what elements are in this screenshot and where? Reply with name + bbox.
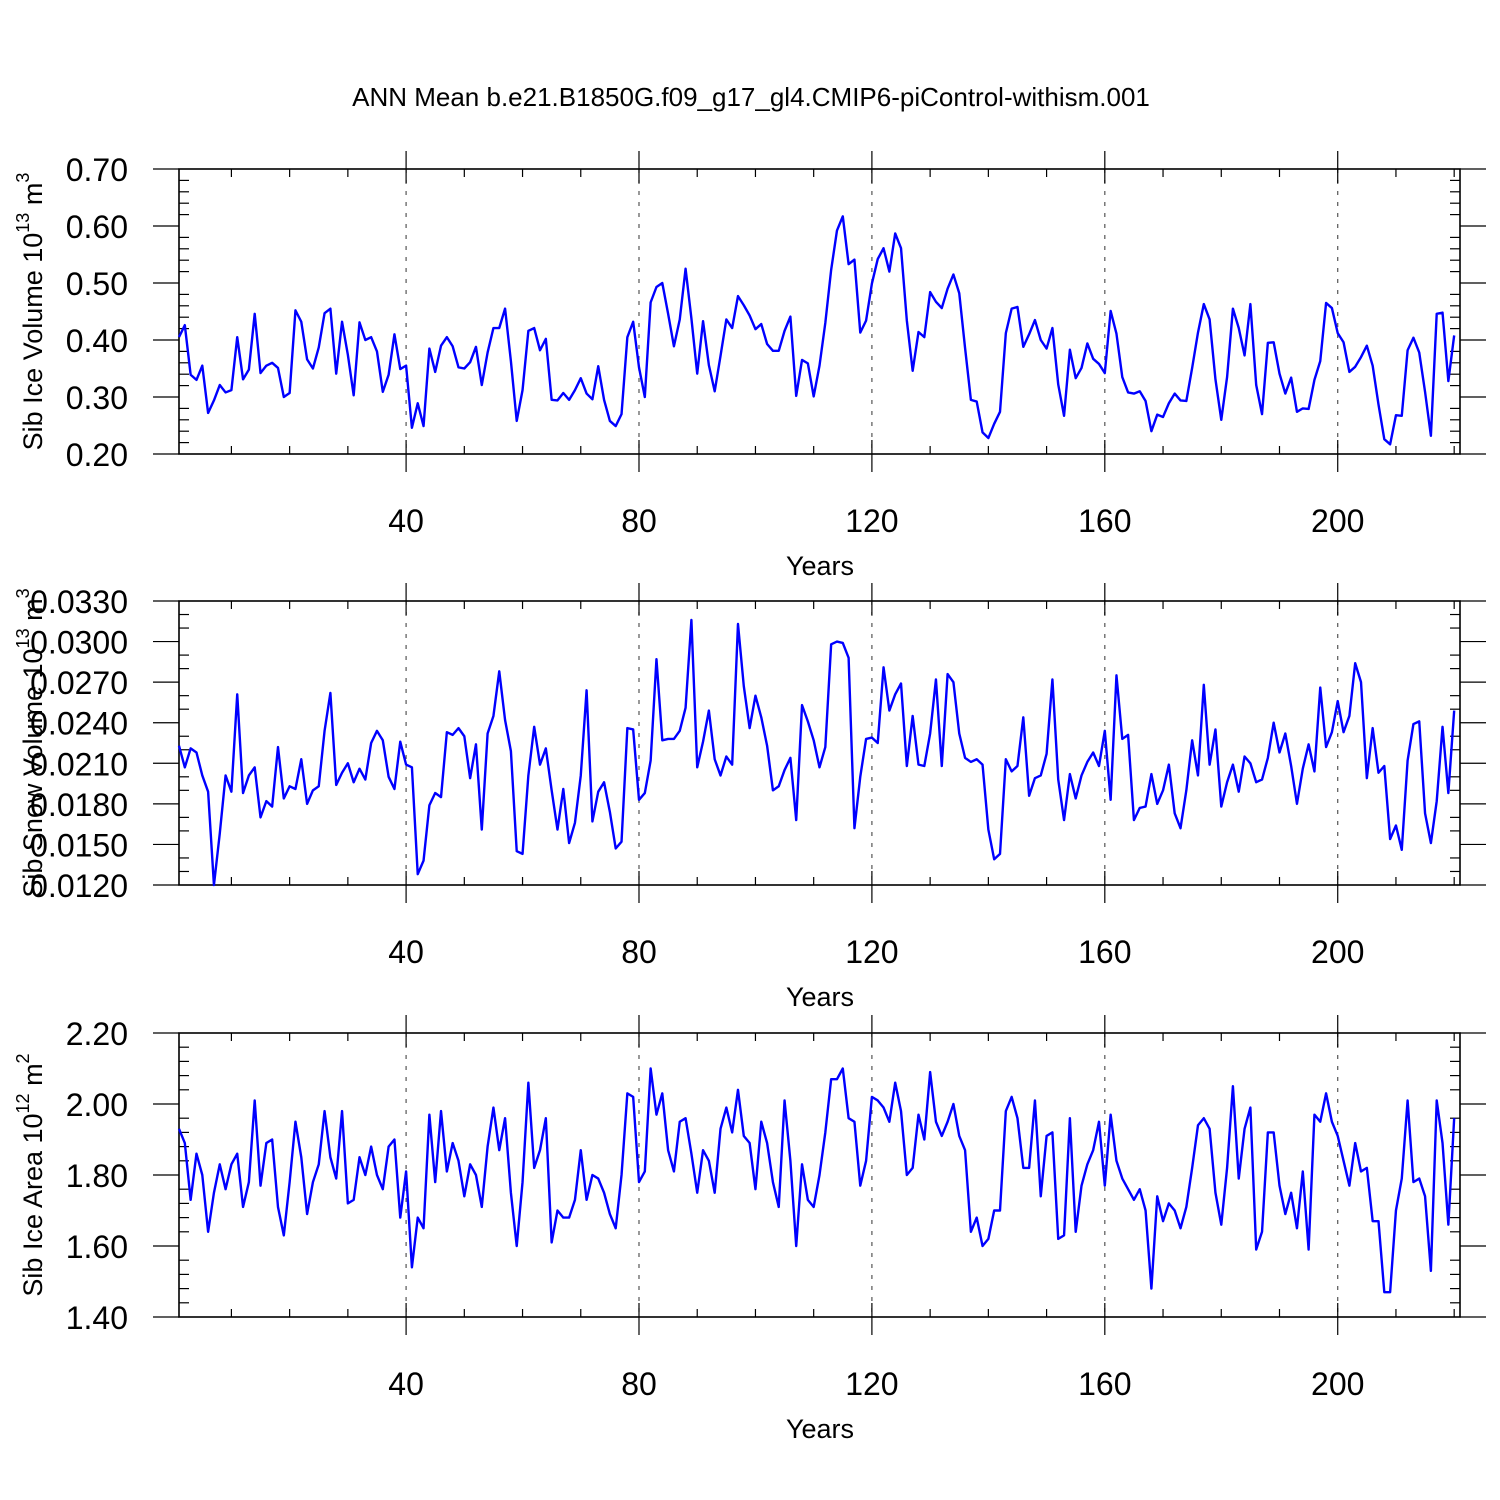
x-axis-label: Years [786,982,854,1012]
x-tick-label: 160 [1078,503,1131,539]
x-tick-label: 120 [845,1366,898,1402]
x-tick-label: 40 [388,1366,424,1402]
y-axis-label-unit: m [18,1063,48,1093]
series-line [177,1067,1456,1294]
y-tick-label: 0.0330 [30,584,128,620]
y-tick-label: 0.40 [66,323,128,359]
x-tick-label: 160 [1078,1366,1131,1402]
y-tick-label: 0.0150 [30,827,128,863]
panel-3: 1.40 1.60 1.80 2.00 2.20 40 80 120 160 200 Years Si… [13,1015,1486,1444]
x-tick-label: 120 [845,934,898,970]
y-tick-label: 0.0120 [30,868,128,904]
y-tick-label: 0.0210 [30,746,128,782]
y-axis-label-text: Sib Snow Volume 10 [18,648,48,897]
panel-2: 0.0120 0.0150 0.0180 0.0210 0.0240 0.0270 0.03… [13,583,1486,1012]
plot-frame [178,168,1461,455]
series-line [177,618,1456,887]
y-axis-label-text: Sib Ice Area 10 [18,1113,48,1296]
panels: 0.20 0.30 0.40 0.50 0.60 0.70 40 80 120 160 200 Yea… [13,151,1486,1444]
y-tick-label: 0.0240 [30,706,128,742]
x-tick-label: 80 [621,934,657,970]
y-tick-label: 2.00 [66,1087,128,1123]
x-axis-label: Years [786,1414,854,1444]
series-line [177,215,1456,446]
y-tick-label: 0.30 [66,380,128,416]
x-tick-label: 200 [1311,934,1364,970]
x-tick-label: 200 [1311,1366,1364,1402]
y-axis-label-unit-exponent: 2 [13,1053,33,1063]
y-axis-label-unit-exponent: 3 [13,588,33,598]
x-tick-label: 120 [845,503,898,539]
figure-title: ANN Mean b.e21.B1850G.f09_g17_gl4.CMIP6-… [352,82,1150,112]
y-axis-label-exponent: 12 [13,1093,33,1113]
x-tick-label: 80 [621,503,657,539]
x-tick-label: 40 [388,934,424,970]
y-tick-label: 0.0180 [30,787,128,823]
y-tick-label: 1.80 [66,1158,128,1194]
y-axis-label: Sib Ice Volume 1013 m3 [13,173,48,451]
y-axis-label: Sib Ice Area 1012 m2 [13,1053,48,1296]
y-tick-label: 1.60 [66,1229,128,1265]
x-tick-label: 200 [1311,503,1364,539]
y-tick-label: 0.0300 [30,625,128,661]
y-axis-label-unit: m [18,183,48,213]
y-axis-label-text: Sib Ice Volume 10 [18,233,48,451]
y-axis-label-unit: m [18,598,48,628]
y-tick-label: 0.20 [66,437,128,473]
x-tick-label: 80 [621,1366,657,1402]
y-axis-label: Sib Snow Volume 1013 m3 [13,588,48,897]
x-tick-label: 40 [388,503,424,539]
x-tick-label: 160 [1078,934,1131,970]
plot-frame [178,1032,1461,1318]
y-tick-label: 0.0270 [30,665,128,701]
y-tick-label: 0.60 [66,209,128,245]
y-tick-label: 2.20 [66,1016,128,1052]
y-tick-label: 0.70 [66,152,128,188]
y-axis-label-unit-exponent: 3 [13,173,33,183]
y-tick-label: 0.50 [66,266,128,302]
plot-frame [178,600,1461,886]
y-axis-label-exponent: 13 [13,628,33,648]
y-axis-label-exponent: 13 [13,213,33,233]
panel-1: 0.20 0.30 0.40 0.50 0.60 0.70 40 80 120 160 200 Yea… [13,151,1486,581]
y-tick-label: 1.40 [66,1300,128,1336]
x-axis-label: Years [786,551,854,581]
